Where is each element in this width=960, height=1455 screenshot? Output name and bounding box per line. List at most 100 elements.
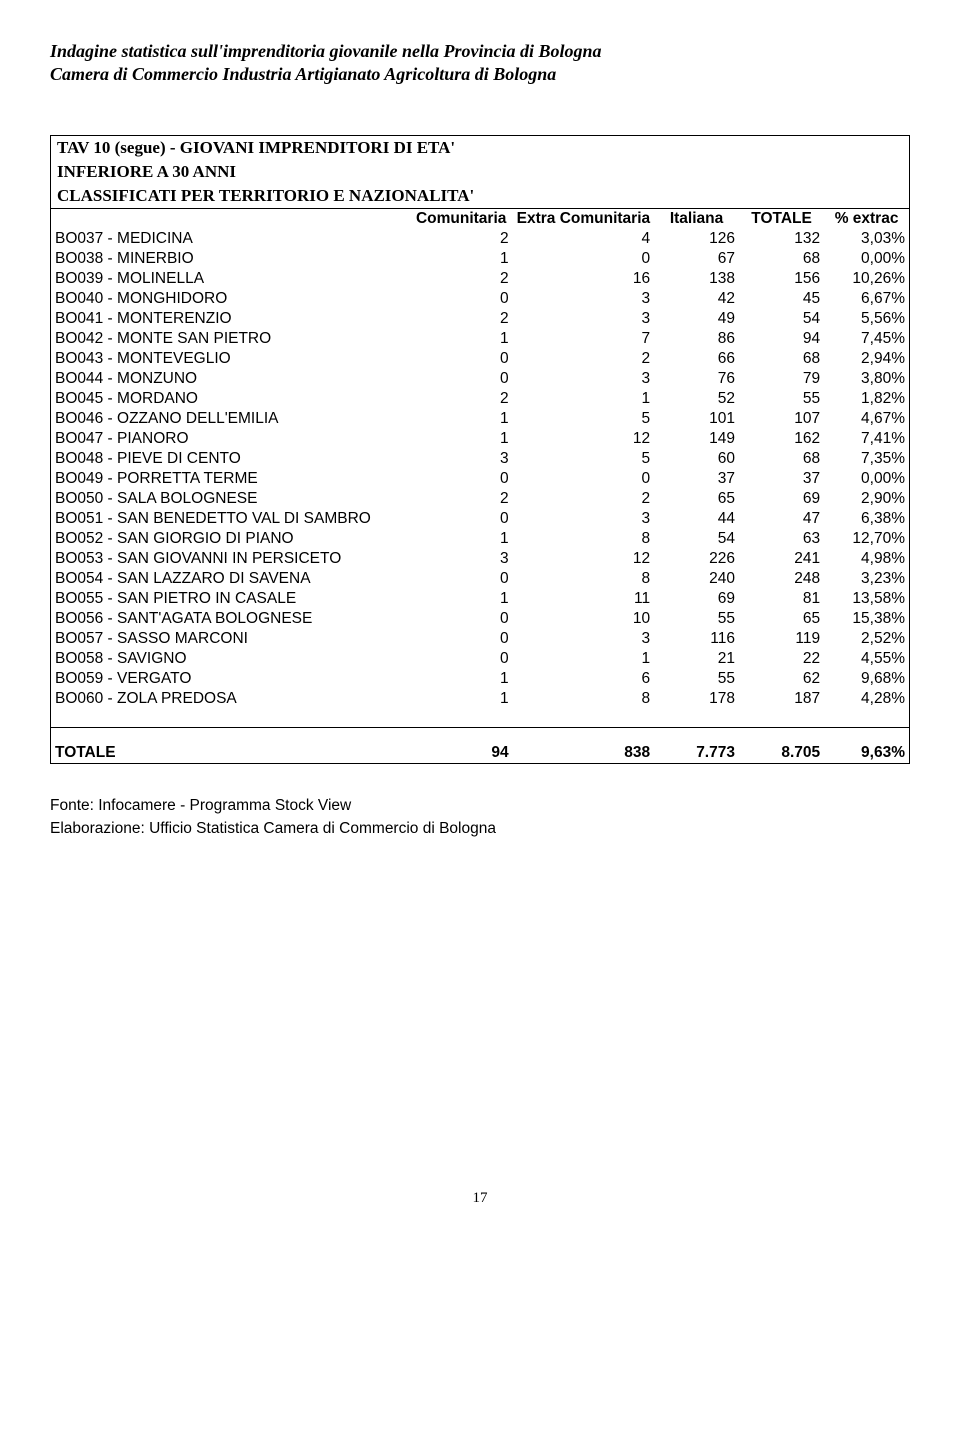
cell-value: 3 bbox=[513, 289, 655, 309]
cell-value: 8 bbox=[513, 529, 655, 549]
table-row: BO046 - OZZANO DELL'EMILIA151011074,67% bbox=[51, 409, 910, 429]
table-title-block: TAV 10 (segue) - GIOVANI IMPRENDITORI DI… bbox=[50, 135, 910, 208]
cell-value: 0 bbox=[410, 649, 513, 669]
cell-value: 3 bbox=[513, 509, 655, 529]
cell-value: 2 bbox=[410, 229, 513, 249]
table-header-row: Comunitaria Extra Comunitaria Italiana T… bbox=[51, 208, 910, 229]
cell-value: 79 bbox=[739, 369, 824, 389]
cell-value: 15,38% bbox=[824, 609, 909, 629]
cell-value: 0 bbox=[410, 509, 513, 529]
table-row: BO050 - SALA BOLOGNESE2265692,90% bbox=[51, 489, 910, 509]
footer-elab: Elaborazione: Ufficio Statistica Camera … bbox=[50, 817, 910, 840]
table-title-line3: CLASSIFICATI PER TERRITORIO E NAZIONALIT… bbox=[51, 184, 909, 208]
cell-value: 4 bbox=[513, 229, 655, 249]
cell-value: 10 bbox=[513, 609, 655, 629]
table-title-line2: INFERIORE A 30 ANNI bbox=[51, 160, 909, 184]
cell-name: BO037 - MEDICINA bbox=[51, 229, 410, 249]
cell-value: 2 bbox=[410, 269, 513, 289]
cell-value: 0,00% bbox=[824, 249, 909, 269]
cell-value: 63 bbox=[739, 529, 824, 549]
table-row: BO039 - MOLINELLA21613815610,26% bbox=[51, 269, 910, 289]
cell-value: 6,38% bbox=[824, 509, 909, 529]
cell-value: 69 bbox=[739, 489, 824, 509]
cell-value: 2,90% bbox=[824, 489, 909, 509]
table-row: BO053 - SAN GIOVANNI IN PERSICETO3122262… bbox=[51, 549, 910, 569]
total-value: 7.773 bbox=[654, 727, 739, 763]
cell-value: 4,28% bbox=[824, 689, 909, 709]
cell-value: 66 bbox=[654, 349, 739, 369]
cell-name: BO056 - SANT'AGATA BOLOGNESE bbox=[51, 609, 410, 629]
cell-value: 240 bbox=[654, 569, 739, 589]
cell-value: 101 bbox=[654, 409, 739, 429]
col-pct: % extrac bbox=[824, 208, 909, 229]
cell-value: 1 bbox=[410, 689, 513, 709]
cell-value: 3 bbox=[410, 549, 513, 569]
cell-value: 138 bbox=[654, 269, 739, 289]
cell-value: 3 bbox=[410, 449, 513, 469]
cell-value: 0 bbox=[410, 369, 513, 389]
cell-value: 226 bbox=[654, 549, 739, 569]
cell-value: 3,80% bbox=[824, 369, 909, 389]
total-value: 8.705 bbox=[739, 727, 824, 763]
cell-value: 2 bbox=[410, 489, 513, 509]
cell-name: BO059 - VERGATO bbox=[51, 669, 410, 689]
page-number: 17 bbox=[50, 1190, 910, 1207]
table-row: BO057 - SASSO MARCONI031161192,52% bbox=[51, 629, 910, 649]
cell-value: 0 bbox=[513, 469, 655, 489]
cell-value: 1 bbox=[410, 429, 513, 449]
cell-value: 62 bbox=[739, 669, 824, 689]
cell-name: BO038 - MINERBIO bbox=[51, 249, 410, 269]
cell-value: 5 bbox=[513, 409, 655, 429]
cell-value: 94 bbox=[739, 329, 824, 349]
cell-name: BO048 - PIEVE DI CENTO bbox=[51, 449, 410, 469]
cell-value: 149 bbox=[654, 429, 739, 449]
col-totale: TOTALE bbox=[739, 208, 824, 229]
cell-name: BO052 - SAN GIORGIO DI PIANO bbox=[51, 529, 410, 549]
cell-value: 0 bbox=[410, 629, 513, 649]
col-italiana: Italiana bbox=[654, 208, 739, 229]
col-comunitaria: Comunitaria bbox=[410, 208, 513, 229]
cell-value: 7,35% bbox=[824, 449, 909, 469]
cell-value: 9,68% bbox=[824, 669, 909, 689]
cell-value: 21 bbox=[654, 649, 739, 669]
cell-name: BO041 - MONTERENZIO bbox=[51, 309, 410, 329]
cell-value: 54 bbox=[654, 529, 739, 549]
table-row: BO051 - SAN BENEDETTO VAL DI SAMBRO03444… bbox=[51, 509, 910, 529]
cell-value: 0 bbox=[513, 249, 655, 269]
cell-value: 11 bbox=[513, 589, 655, 609]
cell-value: 68 bbox=[739, 349, 824, 369]
cell-value: 86 bbox=[654, 329, 739, 349]
cell-value: 3 bbox=[513, 369, 655, 389]
cell-value: 22 bbox=[739, 649, 824, 669]
cell-value: 1 bbox=[410, 669, 513, 689]
table-row: BO052 - SAN GIORGIO DI PIANO18546312,70% bbox=[51, 529, 910, 549]
table-row: BO054 - SAN LAZZARO DI SAVENA082402483,2… bbox=[51, 569, 910, 589]
table-row: BO048 - PIEVE DI CENTO3560687,35% bbox=[51, 449, 910, 469]
cell-value: 241 bbox=[739, 549, 824, 569]
footer-block: Fonte: Infocamere - Programma Stock View… bbox=[50, 794, 910, 841]
cell-value: 2 bbox=[513, 489, 655, 509]
cell-value: 6 bbox=[513, 669, 655, 689]
cell-value: 5,56% bbox=[824, 309, 909, 329]
cell-value: 4,98% bbox=[824, 549, 909, 569]
table-row: BO037 - MEDICINA241261323,03% bbox=[51, 229, 910, 249]
cell-value: 132 bbox=[739, 229, 824, 249]
cell-value: 1 bbox=[410, 409, 513, 429]
table-row: BO044 - MONZUNO0376793,80% bbox=[51, 369, 910, 389]
cell-name: BO060 - ZOLA PREDOSA bbox=[51, 689, 410, 709]
cell-value: 2 bbox=[410, 389, 513, 409]
cell-value: 0 bbox=[410, 609, 513, 629]
cell-value: 2 bbox=[513, 349, 655, 369]
cell-value: 55 bbox=[654, 609, 739, 629]
cell-value: 16 bbox=[513, 269, 655, 289]
cell-value: 55 bbox=[739, 389, 824, 409]
table-row: BO045 - MORDANO2152551,82% bbox=[51, 389, 910, 409]
cell-value: 1,82% bbox=[824, 389, 909, 409]
table-row: BO043 - MONTEVEGLIO0266682,94% bbox=[51, 349, 910, 369]
cell-value: 0 bbox=[410, 469, 513, 489]
cell-value: 13,58% bbox=[824, 589, 909, 609]
doc-title-1: Indagine statistica sull'imprenditoria g… bbox=[50, 40, 910, 63]
cell-value: 6,67% bbox=[824, 289, 909, 309]
cell-name: BO045 - MORDANO bbox=[51, 389, 410, 409]
cell-value: 65 bbox=[654, 489, 739, 509]
